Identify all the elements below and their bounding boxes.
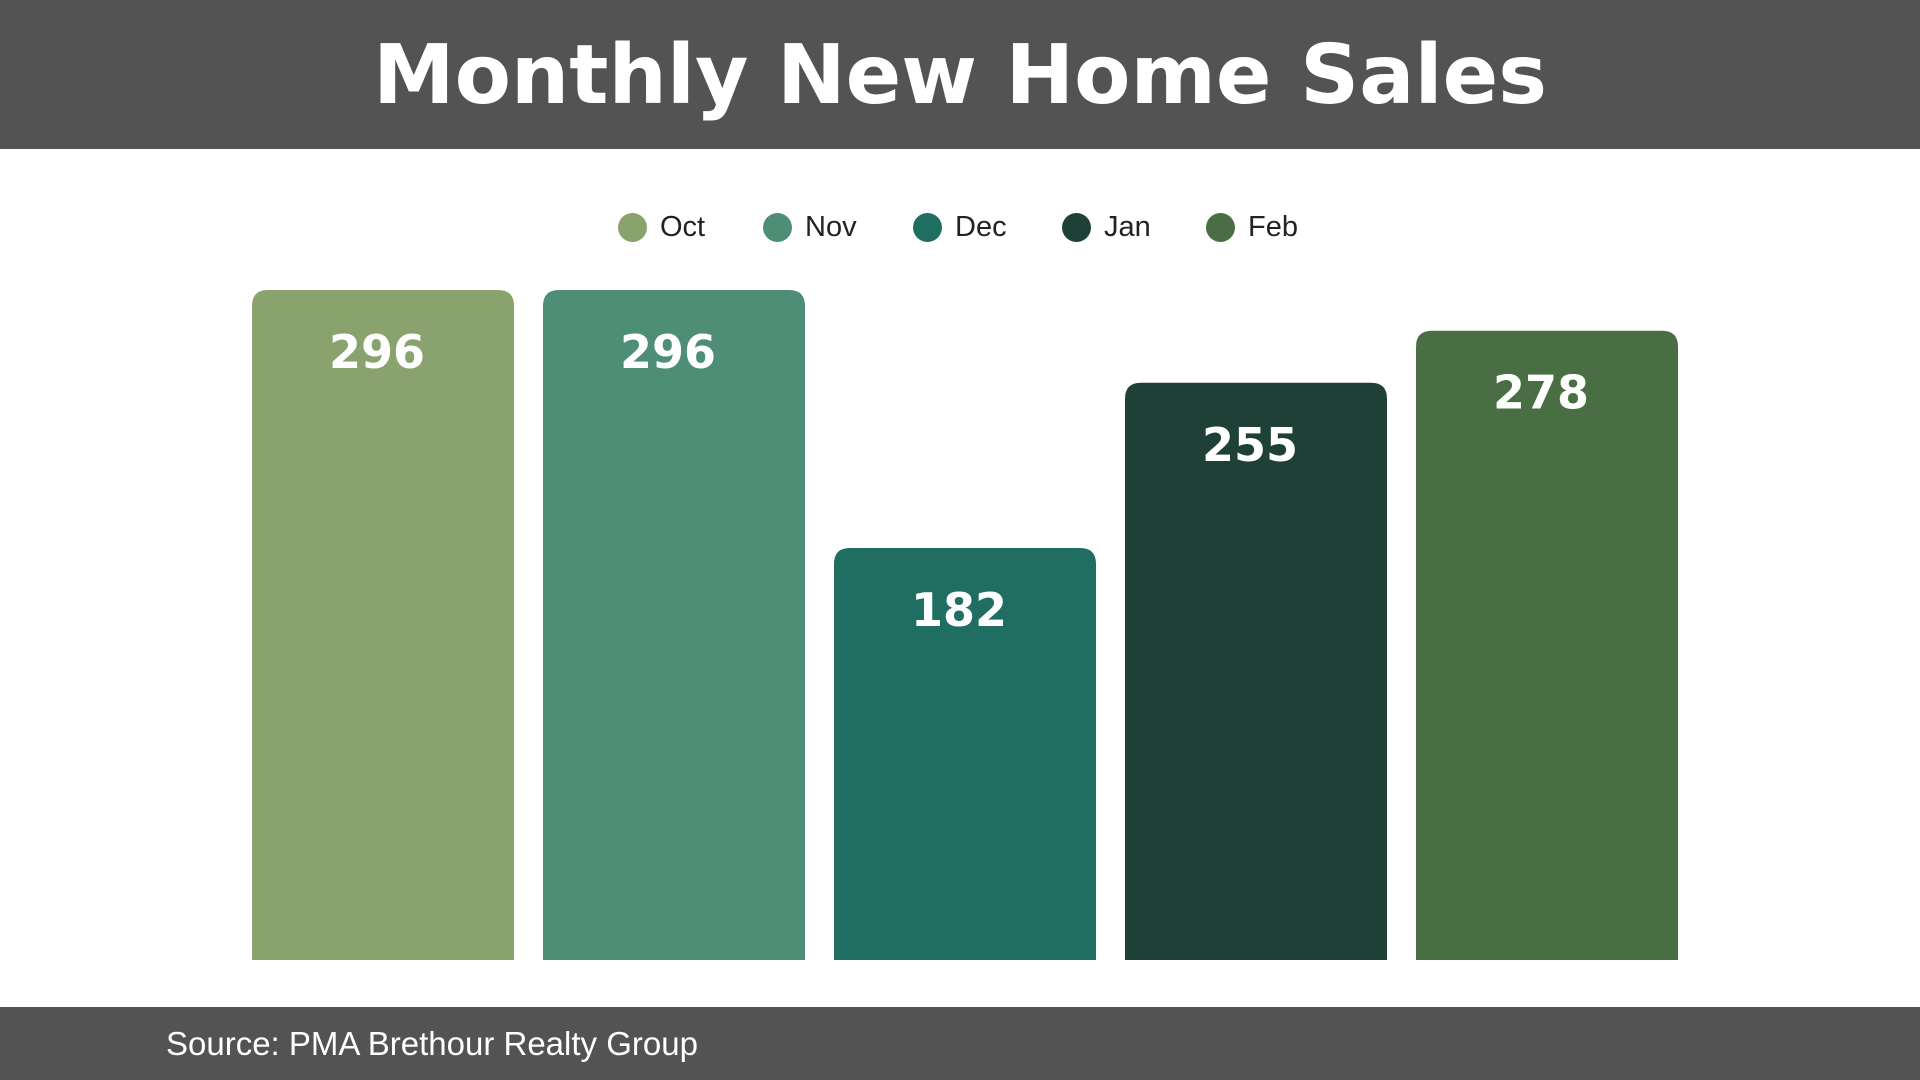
legend-swatch-icon xyxy=(1206,212,1235,242)
legend-swatch-icon xyxy=(763,212,792,242)
source-note: Source: PMA Brethour Realty Group xyxy=(166,1025,698,1062)
legend-label: Jan xyxy=(1104,210,1151,243)
data-label-dec: 182 xyxy=(911,583,1007,637)
title-bar: Monthly New Home Sales xyxy=(0,0,1920,149)
bar-jan xyxy=(1125,382,1387,960)
legend-swatch-icon xyxy=(618,212,647,242)
legend-item-oct: Oct xyxy=(618,206,705,248)
bar-nov xyxy=(543,290,805,960)
bar-dec xyxy=(834,548,1096,960)
legend-label: Nov xyxy=(805,210,857,243)
chart-title: Monthly New Home Sales xyxy=(372,28,1548,123)
footer-bar: Source: PMA Brethour Realty Group xyxy=(0,1007,1920,1080)
legend: Oct Nov Dec Jan Feb xyxy=(0,206,1920,248)
legend-item-nov: Nov xyxy=(763,206,857,248)
legend-swatch-icon xyxy=(913,212,942,242)
data-label-feb: 278 xyxy=(1493,366,1589,420)
legend-label: Dec xyxy=(955,210,1007,243)
data-label-nov: 296 xyxy=(620,325,716,379)
legend-swatch-icon xyxy=(1062,212,1091,242)
bar-feb xyxy=(1416,330,1678,960)
data-label-jan: 255 xyxy=(1202,418,1298,472)
legend-item-jan: Jan xyxy=(1062,206,1151,248)
legend-label: Oct xyxy=(660,210,706,243)
legend-item-feb: Feb xyxy=(1206,206,1298,248)
data-label-oct: 296 xyxy=(329,325,425,379)
legend-item-dec: Dec xyxy=(913,206,1007,248)
bar-oct xyxy=(252,290,514,960)
legend-label: Feb xyxy=(1248,210,1298,243)
